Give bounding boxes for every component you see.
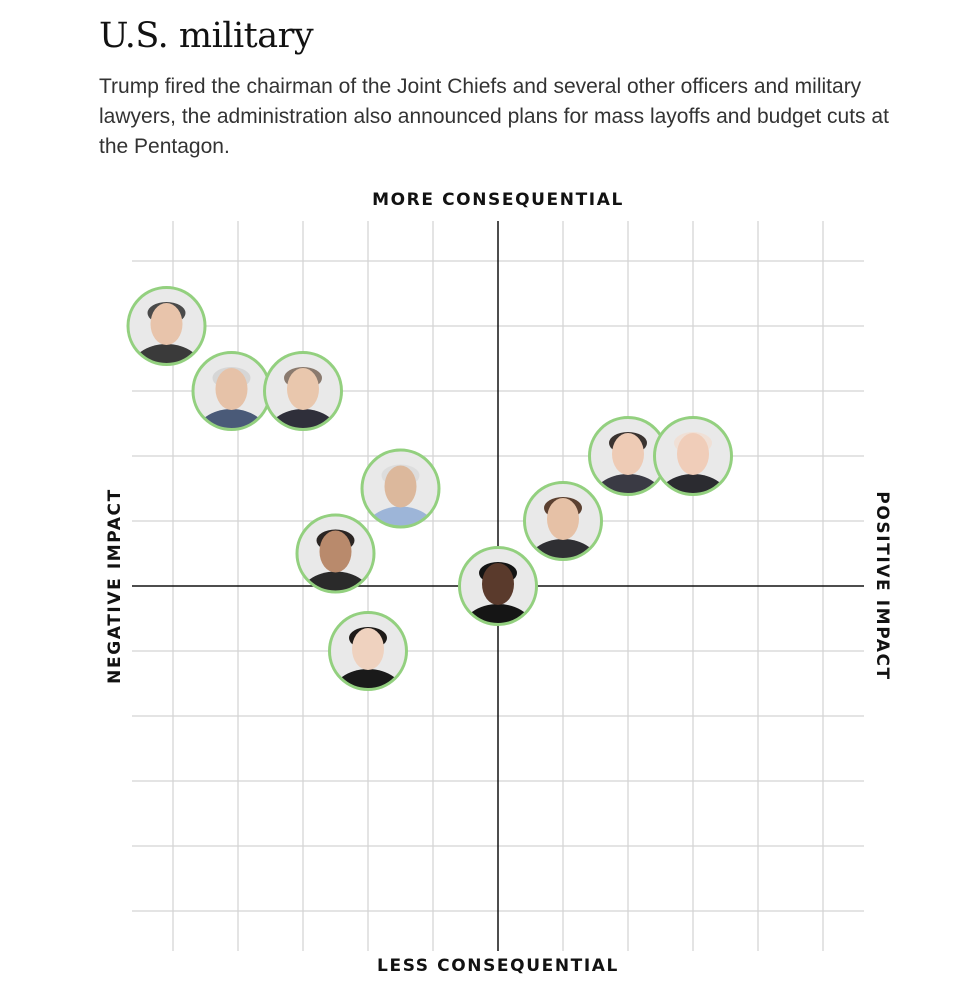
- headshot-face: [612, 433, 644, 475]
- columnist-headshot: [328, 611, 408, 691]
- columnist-headshot: [523, 481, 603, 561]
- headshot-ring: [328, 611, 408, 691]
- headshot-shoulders: [364, 506, 437, 527]
- axis-label-bottom: LESS CONSEQUENTIAL: [377, 956, 619, 976]
- section-title: U.S. military: [99, 16, 314, 56]
- columnist-headshot: [263, 351, 343, 431]
- headshot-face: [384, 465, 417, 508]
- headshot-ring: [263, 351, 343, 431]
- headshot-shoulders: [299, 571, 372, 592]
- points: [126, 286, 733, 691]
- columnist-headshot: [295, 513, 376, 594]
- headshot-face: [319, 530, 352, 573]
- headshot-face: [482, 563, 514, 605]
- headshot-shoulders: [657, 474, 729, 494]
- headshot-shoulders: [527, 539, 599, 559]
- columnist-headshot: [653, 416, 733, 496]
- headshot-shoulders: [462, 604, 534, 624]
- axis-label-top: MORE CONSEQUENTIAL: [372, 190, 624, 210]
- headshot-ring: [295, 513, 376, 594]
- section-description: Trump fired the chairman of the Joint Ch…: [99, 75, 889, 158]
- columnist-headshot: [191, 351, 272, 431]
- headshot-face: [215, 368, 248, 410]
- axis-label-left: NEGATIVE IMPACT: [105, 488, 125, 684]
- headshot-face: [150, 303, 183, 345]
- headshot-face: [352, 628, 384, 670]
- headshot-ring: [523, 481, 603, 561]
- headshot-ring: [360, 448, 441, 529]
- columnist-headshot: [458, 546, 538, 626]
- headshot-shoulders: [195, 409, 268, 429]
- columnist-headshot: [360, 448, 441, 529]
- axis-label-right: POSITIVE IMPACT: [872, 491, 892, 681]
- headshot-shoulders: [130, 344, 203, 364]
- headshot-ring: [126, 286, 207, 366]
- headshot-face: [677, 433, 709, 475]
- headshot-shoulders: [267, 409, 339, 429]
- headshot-face: [287, 368, 319, 410]
- headshot-shoulders: [592, 474, 664, 494]
- columnist-headshot: [126, 286, 207, 366]
- headshot-face: [547, 498, 579, 540]
- headshot-shoulders: [332, 669, 404, 689]
- headshot-ring: [458, 546, 538, 626]
- headshot-ring: [653, 416, 733, 496]
